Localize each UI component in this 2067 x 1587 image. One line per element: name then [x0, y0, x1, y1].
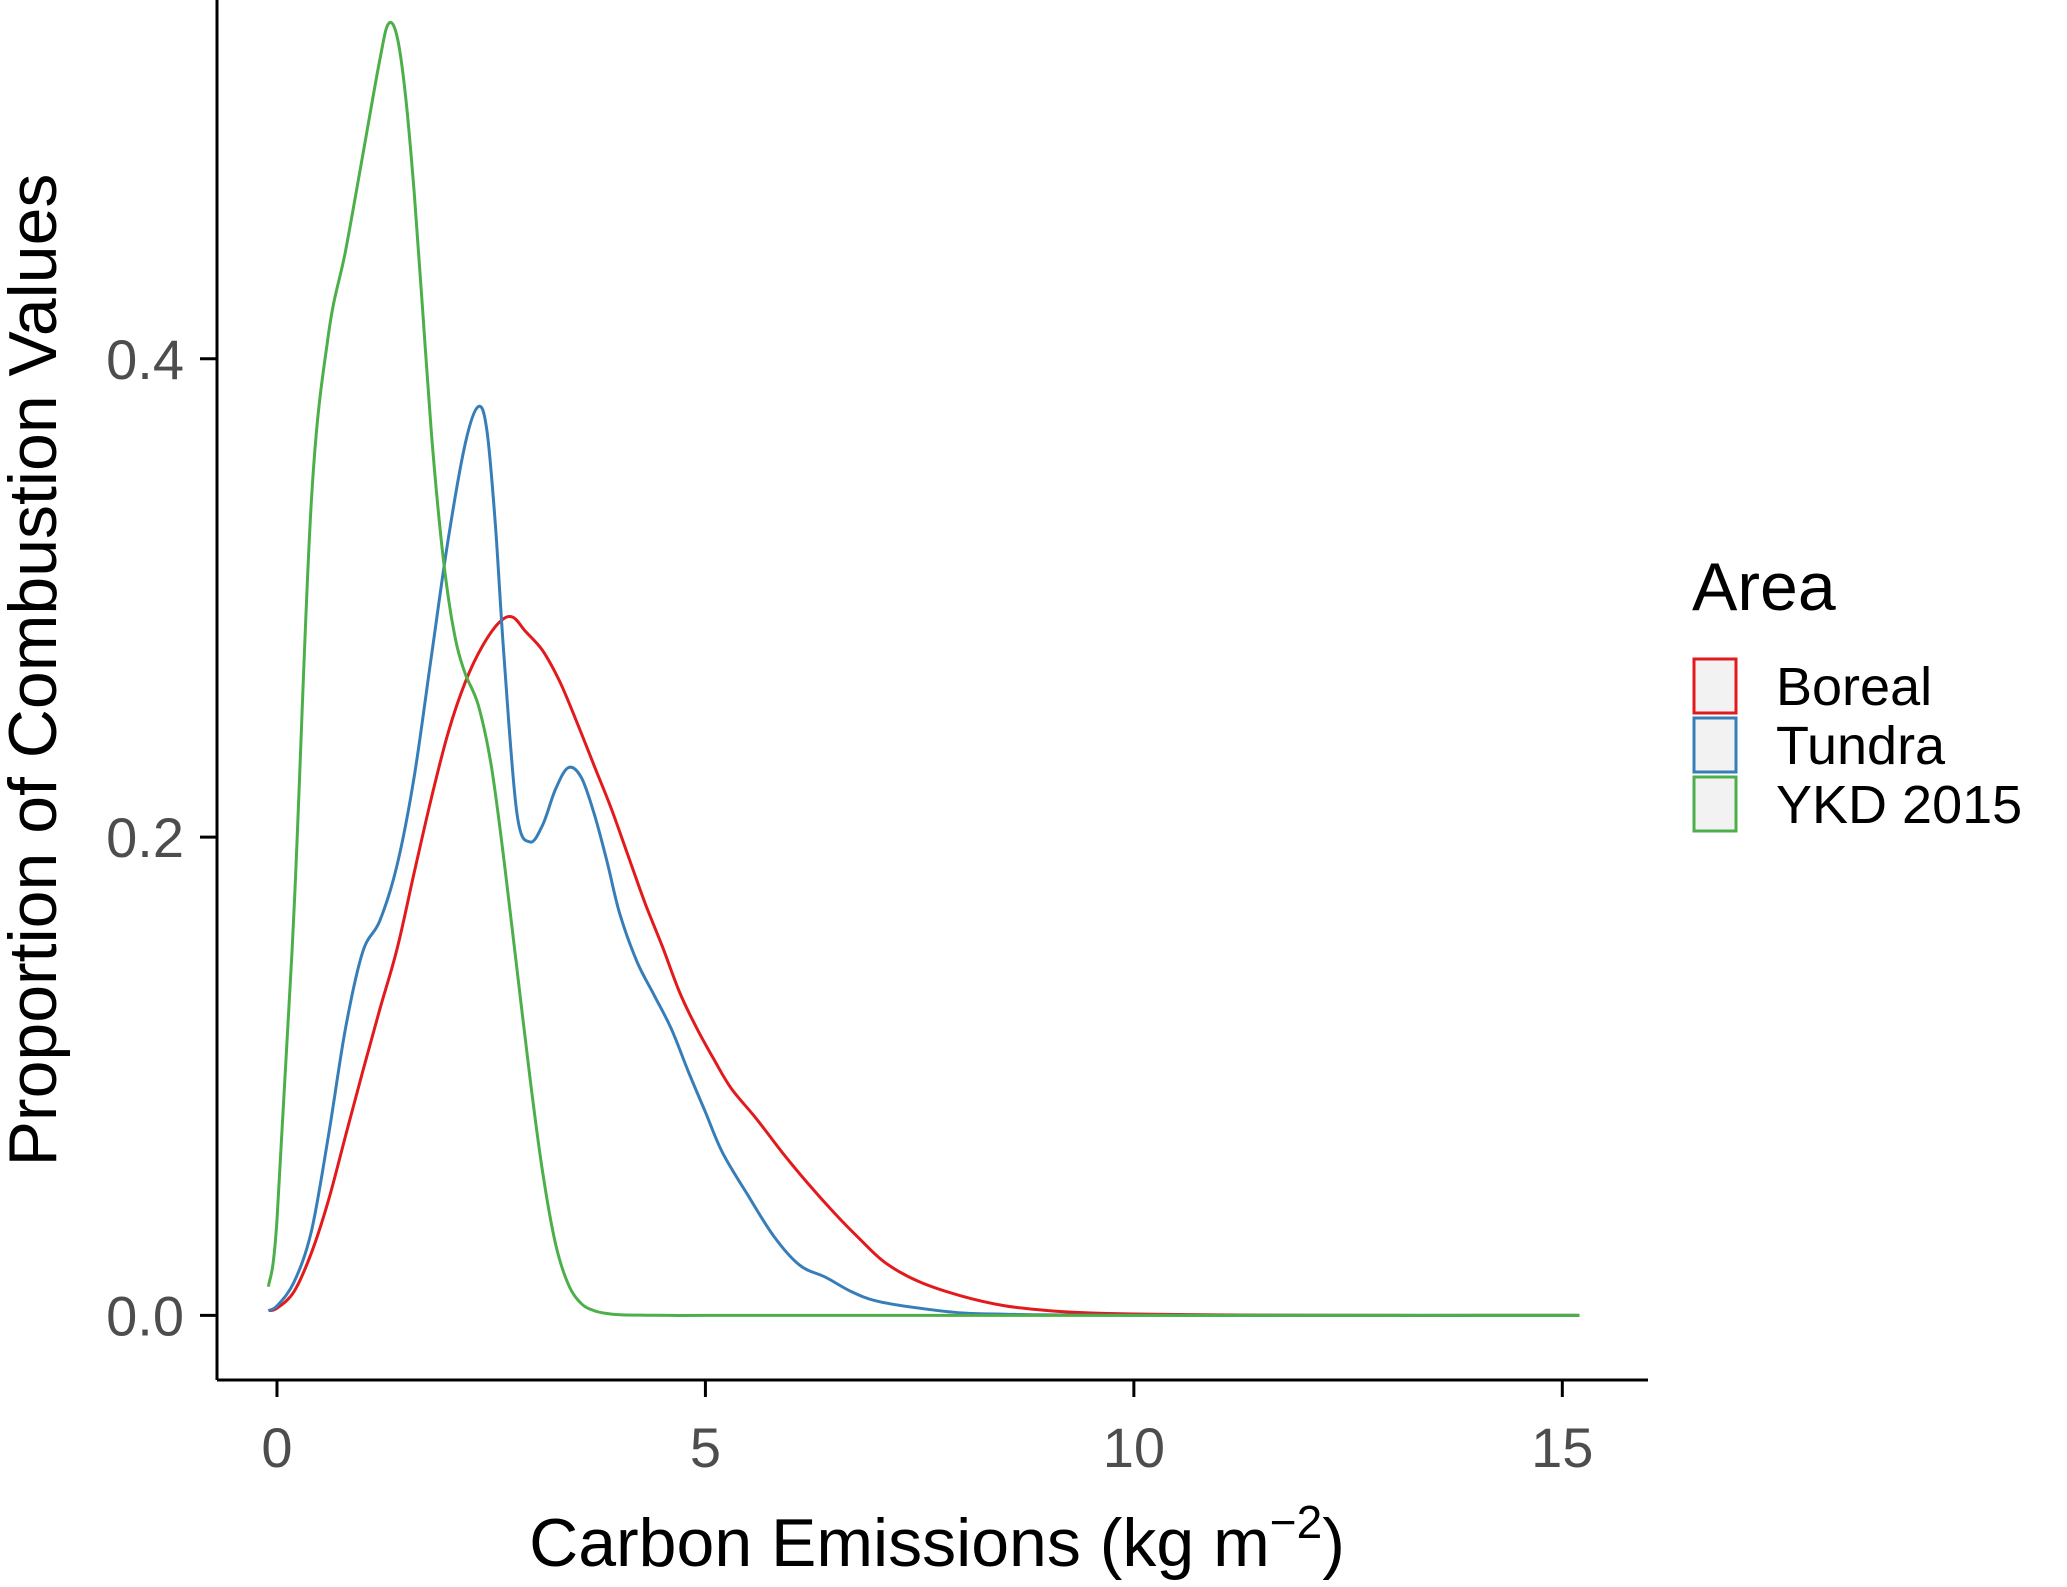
series-line-boreal — [267, 615, 1580, 1317]
y-ticks: 0.0 0.2 0.4 — [106, 328, 217, 1347]
x-tick-label: 15 — [1531, 1416, 1593, 1479]
legend-label-tundra: Tundra — [1776, 716, 1946, 776]
series-line-ykd-2015 — [266, 20, 1580, 1317]
series-layer — [266, 20, 1580, 1317]
x-axis-title: Carbon Emissions (kg m−2) — [529, 1496, 1345, 1581]
x-axis-title-superscript: −2 — [1270, 1496, 1322, 1548]
y-axis-title: Proportion of Combustion Values — [0, 174, 71, 1167]
series-line-tundra — [267, 404, 1580, 1317]
y-tick-label: 0.2 — [106, 806, 184, 869]
legend-key-boreal — [1692, 657, 1738, 715]
y-tick-label: 0.0 — [106, 1284, 184, 1347]
legend-key-tundra — [1692, 716, 1738, 774]
x-axis-title-main: Carbon Emissions (kg m — [529, 1505, 1270, 1581]
x-tick-label: 10 — [1103, 1416, 1165, 1479]
legend-key-ykd-2015 — [1692, 775, 1738, 833]
legend-label-boreal: Boreal — [1776, 657, 1932, 717]
legend-title: Area — [1692, 549, 1836, 625]
y-tick-label: 0.4 — [106, 328, 184, 391]
x-axis-title-suffix: ) — [1322, 1505, 1345, 1581]
x-tick-label: 0 — [261, 1416, 292, 1479]
x-tick-label: 5 — [690, 1416, 721, 1479]
legend-label-ykd-2015: YKD 2015 — [1776, 775, 2022, 835]
x-ticks: 0 5 10 15 — [261, 1380, 1593, 1479]
